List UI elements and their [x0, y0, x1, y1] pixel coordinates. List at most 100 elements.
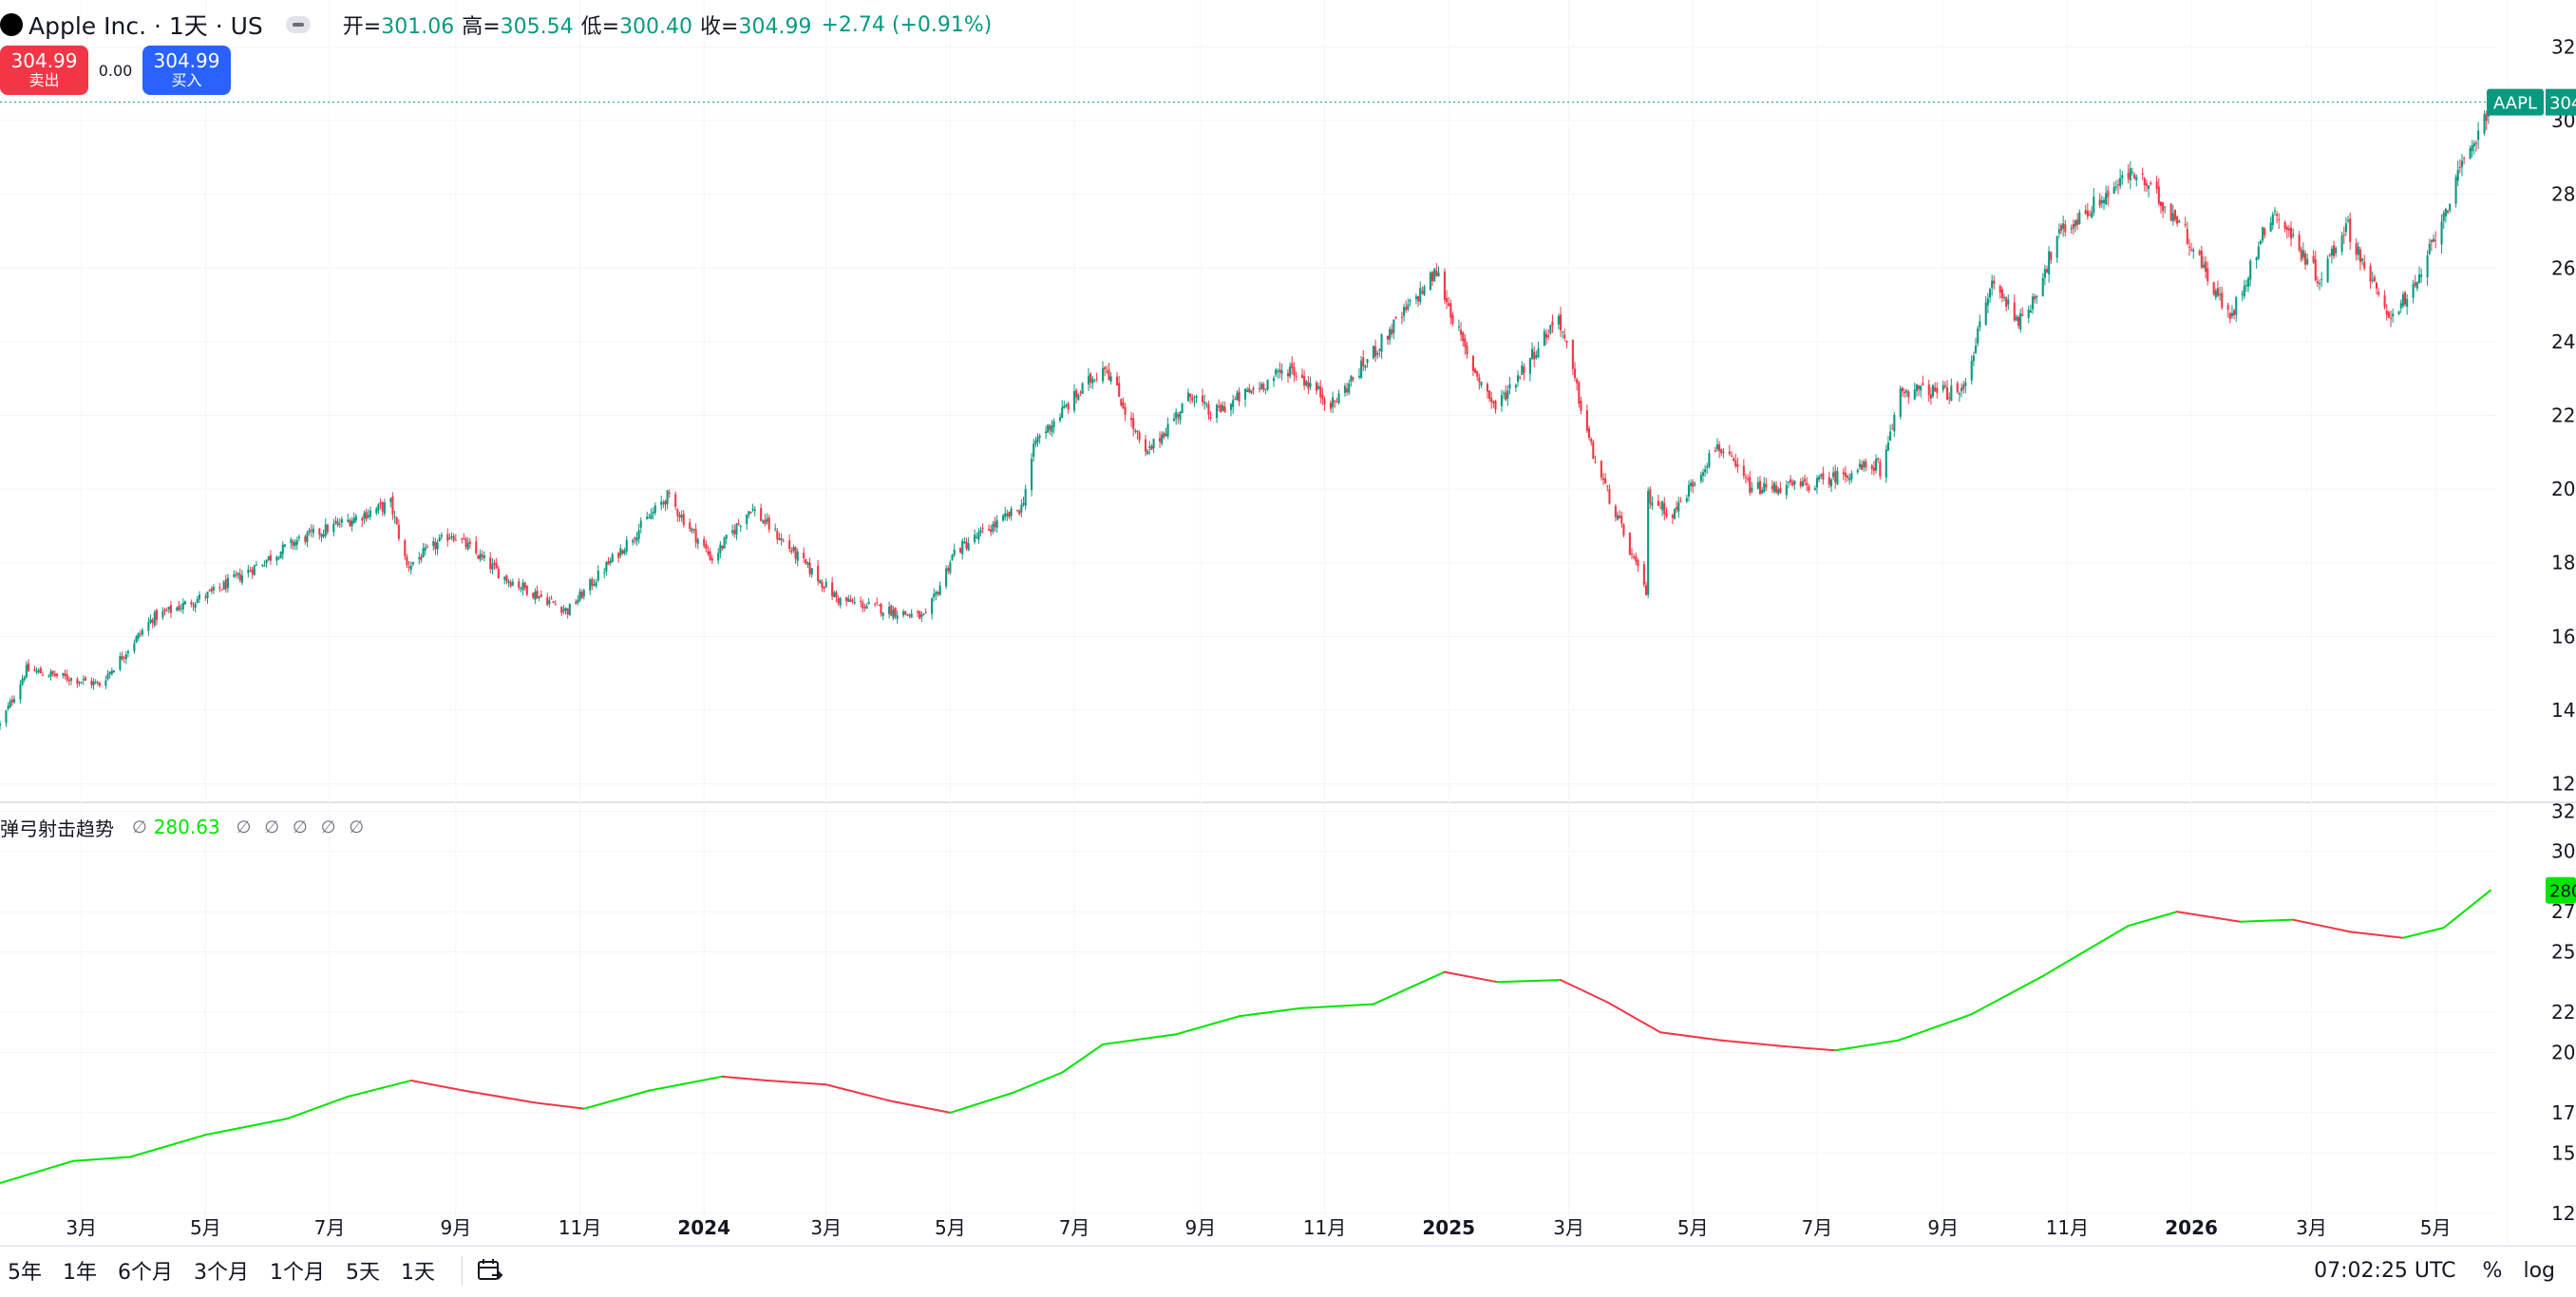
candle[interactable]: [1018, 509, 1021, 517]
candle[interactable]: [2369, 262, 2372, 290]
log-scale-button[interactable]: log: [2523, 1258, 2555, 1283]
candle[interactable]: [1848, 473, 1851, 485]
range-5d-button[interactable]: 5天: [346, 1261, 380, 1285]
candle[interactable]: [2100, 195, 2103, 209]
candle[interactable]: [2205, 255, 2207, 279]
candle[interactable]: [878, 604, 881, 606]
minus-icon[interactable]: [285, 16, 311, 33]
candle[interactable]: [753, 506, 756, 517]
candle[interactable]: [2076, 213, 2079, 230]
candle[interactable]: [210, 586, 213, 594]
candle[interactable]: [664, 498, 667, 512]
candle[interactable]: [835, 590, 838, 603]
candle[interactable]: [2333, 240, 2336, 259]
candle[interactable]: [53, 670, 56, 678]
candle[interactable]: [719, 540, 722, 558]
candle[interactable]: [133, 639, 136, 654]
candle[interactable]: [2093, 188, 2095, 216]
candle[interactable]: [1622, 523, 1625, 538]
candle[interactable]: [2377, 288, 2380, 297]
candle[interactable]: [1059, 413, 1062, 423]
candle[interactable]: [538, 595, 540, 602]
candle[interactable]: [1203, 394, 1206, 410]
candle[interactable]: [1856, 467, 1859, 475]
candle[interactable]: [277, 555, 280, 561]
candle[interactable]: [703, 536, 706, 549]
candle[interactable]: [1619, 510, 1621, 519]
candle[interactable]: [2150, 180, 2152, 186]
candle[interactable]: [1818, 474, 1821, 483]
candle[interactable]: [2086, 202, 2089, 220]
candle[interactable]: [1850, 470, 1853, 483]
candle[interactable]: [290, 536, 293, 550]
candle[interactable]: [62, 672, 65, 679]
candle[interactable]: [639, 517, 642, 534]
candle[interactable]: [1189, 393, 1192, 404]
candle[interactable]: [340, 516, 343, 528]
candle[interactable]: [1451, 311, 1454, 327]
candle[interactable]: [2190, 242, 2193, 253]
candle[interactable]: [1093, 379, 1096, 383]
candle[interactable]: [536, 585, 539, 599]
candle[interactable]: [306, 530, 309, 548]
candle[interactable]: [2320, 272, 2323, 288]
candle[interactable]: [336, 517, 339, 527]
candle[interactable]: [2472, 140, 2475, 155]
candle[interactable]: [1578, 380, 1581, 408]
candle[interactable]: [404, 538, 407, 560]
candle[interactable]: [694, 523, 697, 548]
candle[interactable]: [2155, 175, 2158, 194]
candle[interactable]: [2141, 167, 2144, 180]
candle[interactable]: [646, 511, 649, 520]
candle[interactable]: [2456, 160, 2459, 187]
candle[interactable]: [2312, 250, 2315, 265]
candle[interactable]: [1380, 333, 1383, 359]
candle[interactable]: [1865, 458, 1867, 472]
candle[interactable]: [2440, 214, 2443, 254]
candle[interactable]: [2326, 254, 2329, 283]
candle[interactable]: [652, 507, 654, 520]
candle[interactable]: [2430, 238, 2433, 252]
candle[interactable]: [2116, 179, 2120, 195]
candle[interactable]: [82, 675, 85, 686]
candle[interactable]: [548, 596, 551, 608]
candle[interactable]: [192, 601, 195, 611]
candle[interactable]: [847, 594, 850, 602]
candle[interactable]: [37, 667, 40, 674]
candle[interactable]: [876, 597, 879, 606]
candle[interactable]: [2276, 211, 2279, 224]
candle[interactable]: [1429, 271, 1431, 291]
candle[interactable]: [2477, 122, 2480, 149]
candle[interactable]: [2278, 213, 2281, 229]
candle[interactable]: [1152, 438, 1155, 454]
candle[interactable]: [2221, 287, 2224, 310]
candle[interactable]: [181, 598, 184, 614]
candle[interactable]: [1673, 508, 1676, 520]
candle[interactable]: [2257, 241, 2260, 260]
candle[interactable]: [1822, 466, 1825, 485]
candle[interactable]: [1948, 392, 1951, 404]
candle[interactable]: [1671, 513, 1674, 524]
candle[interactable]: [1104, 366, 1107, 377]
candle[interactable]: [2319, 279, 2321, 291]
candle[interactable]: [2330, 245, 2333, 264]
candle[interactable]: [2389, 310, 2393, 328]
candle[interactable]: [0, 721, 2, 731]
candle[interactable]: [1801, 477, 1804, 487]
candle[interactable]: [733, 524, 736, 538]
candle[interactable]: [2415, 280, 2418, 291]
candle[interactable]: [1102, 361, 1105, 385]
candle[interactable]: [1348, 379, 1351, 396]
candle[interactable]: [792, 544, 795, 554]
candle[interactable]: [1870, 463, 1873, 475]
candle[interactable]: [1787, 480, 1790, 489]
candle[interactable]: [2300, 246, 2302, 263]
candle[interactable]: [2078, 209, 2081, 225]
candle[interactable]: [981, 523, 984, 534]
candle[interactable]: [776, 527, 779, 544]
candle[interactable]: [1761, 486, 1764, 495]
candle[interactable]: [1480, 381, 1483, 388]
candle[interactable]: [534, 588, 537, 605]
candle[interactable]: [605, 560, 608, 576]
